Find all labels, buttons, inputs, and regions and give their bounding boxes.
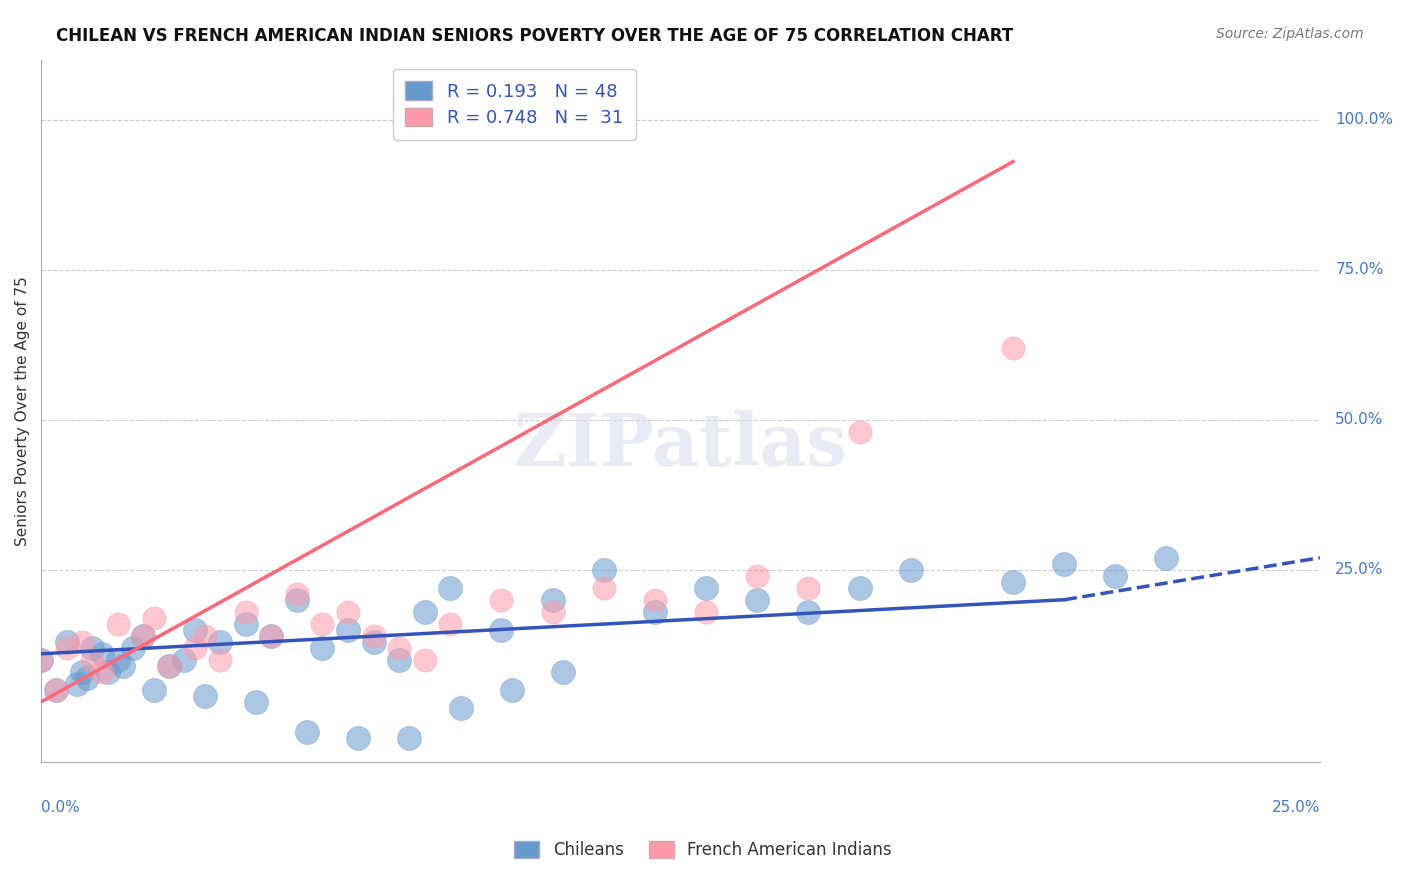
Point — [363, 629, 385, 643]
Point — [76, 671, 98, 685]
Point — [848, 581, 870, 595]
Text: 100.0%: 100.0% — [1336, 112, 1393, 128]
Point — [142, 682, 165, 697]
Point — [363, 634, 385, 648]
Point — [55, 634, 77, 648]
Point — [541, 592, 564, 607]
Point — [183, 623, 205, 637]
Point — [70, 665, 93, 679]
Text: 25.0%: 25.0% — [1336, 562, 1384, 577]
Point — [122, 640, 145, 655]
Point — [439, 581, 461, 595]
Point — [747, 592, 769, 607]
Point — [260, 629, 283, 643]
Point — [157, 658, 180, 673]
Point — [173, 653, 195, 667]
Point — [157, 658, 180, 673]
Point — [695, 581, 717, 595]
Point — [1001, 341, 1024, 355]
Point — [91, 665, 114, 679]
Point — [747, 568, 769, 582]
Point — [388, 640, 411, 655]
Point — [337, 623, 360, 637]
Text: 75.0%: 75.0% — [1336, 262, 1384, 277]
Point — [194, 689, 217, 703]
Text: 0.0%: 0.0% — [41, 800, 80, 815]
Point — [132, 629, 155, 643]
Point — [592, 581, 614, 595]
Point — [439, 616, 461, 631]
Point — [491, 592, 513, 607]
Point — [1104, 568, 1126, 582]
Point — [111, 658, 134, 673]
Point — [132, 629, 155, 643]
Point — [245, 695, 267, 709]
Point — [695, 605, 717, 619]
Point — [450, 700, 472, 714]
Point — [644, 592, 666, 607]
Point — [413, 605, 436, 619]
Point — [1156, 550, 1178, 565]
Point — [541, 605, 564, 619]
Point — [45, 682, 67, 697]
Point — [311, 616, 333, 631]
Text: 50.0%: 50.0% — [1336, 412, 1384, 427]
Legend: Chileans, French American Indians: Chileans, French American Indians — [508, 834, 898, 866]
Point — [183, 640, 205, 655]
Point — [295, 724, 318, 739]
Point — [285, 592, 308, 607]
Point — [491, 623, 513, 637]
Point — [82, 640, 104, 655]
Text: Source: ZipAtlas.com: Source: ZipAtlas.com — [1216, 27, 1364, 41]
Point — [848, 425, 870, 439]
Point — [797, 581, 820, 595]
Point — [45, 682, 67, 697]
Point — [347, 731, 370, 745]
Point — [551, 665, 574, 679]
Text: ZIPatlas: ZIPatlas — [513, 410, 848, 482]
Point — [285, 587, 308, 601]
Legend: R = 0.193   N = 48, R = 0.748   N =  31: R = 0.193 N = 48, R = 0.748 N = 31 — [392, 69, 636, 140]
Point — [142, 611, 165, 625]
Point — [398, 731, 420, 745]
Point — [66, 677, 89, 691]
Point — [97, 665, 120, 679]
Point — [82, 653, 104, 667]
Point — [311, 640, 333, 655]
Point — [194, 629, 217, 643]
Point — [209, 634, 232, 648]
Point — [235, 605, 257, 619]
Point — [209, 653, 232, 667]
Point — [55, 640, 77, 655]
Point — [235, 616, 257, 631]
Y-axis label: Seniors Poverty Over the Age of 75: Seniors Poverty Over the Age of 75 — [15, 276, 30, 546]
Point — [30, 653, 52, 667]
Point — [501, 682, 523, 697]
Point — [388, 653, 411, 667]
Text: CHILEAN VS FRENCH AMERICAN INDIAN SENIORS POVERTY OVER THE AGE OF 75 CORRELATION: CHILEAN VS FRENCH AMERICAN INDIAN SENIOR… — [56, 27, 1014, 45]
Point — [644, 605, 666, 619]
Text: 25.0%: 25.0% — [1271, 800, 1320, 815]
Point — [592, 563, 614, 577]
Point — [107, 616, 129, 631]
Point — [797, 605, 820, 619]
Point — [1053, 557, 1076, 571]
Point — [107, 653, 129, 667]
Point — [900, 563, 922, 577]
Point — [70, 634, 93, 648]
Point — [260, 629, 283, 643]
Point — [30, 653, 52, 667]
Point — [1001, 574, 1024, 589]
Point — [91, 647, 114, 661]
Point — [337, 605, 360, 619]
Point — [413, 653, 436, 667]
